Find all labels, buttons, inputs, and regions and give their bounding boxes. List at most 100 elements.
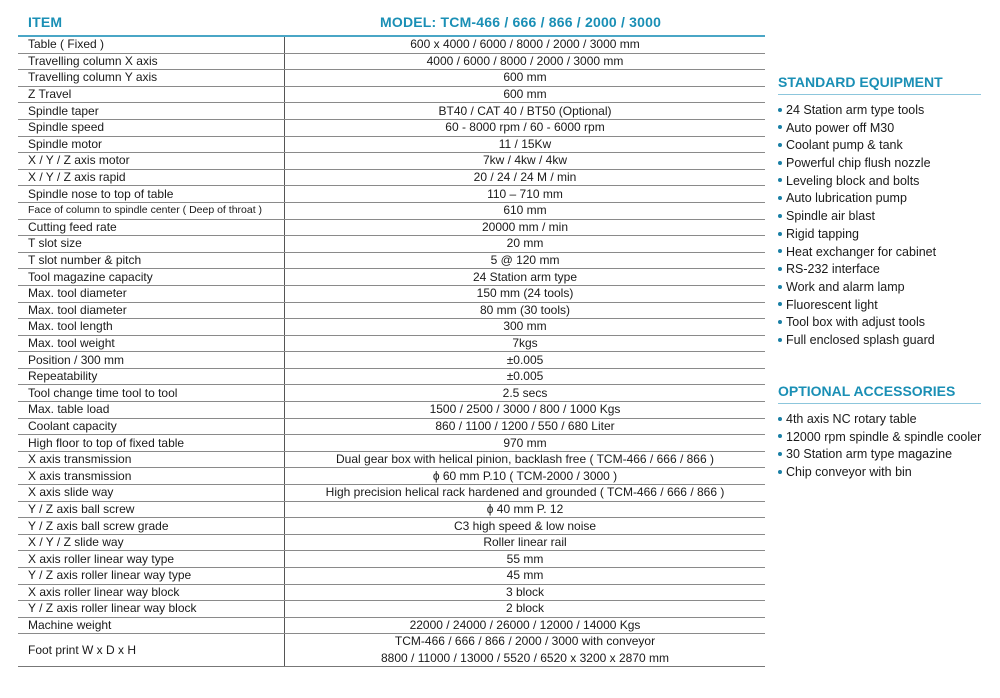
- spec-value: 45 mm: [284, 567, 765, 585]
- table-row: Repeatability ±0.005: [18, 368, 765, 386]
- bullet-icon: [778, 452, 782, 457]
- spec-value: 60 - 8000 rpm / 60 - 6000 rpm: [284, 119, 765, 137]
- spec-item: T slot number & pitch: [18, 252, 285, 270]
- spec-value: 7kgs: [284, 335, 765, 353]
- list-item: Spindle air blast: [778, 208, 981, 226]
- spec-item: X axis roller linear way block: [18, 584, 285, 602]
- list-item-label: 4th axis NC rotary table: [786, 412, 917, 426]
- spec-item: Travelling column Y axis: [18, 69, 285, 87]
- spec-item: Foot print W x D x H: [18, 633, 285, 668]
- table-row: X axis transmission Dual gear box with he…: [18, 451, 765, 469]
- spec-item: High floor to top of fixed table: [18, 434, 285, 452]
- spec-item: Y / Z axis ball screw grade: [18, 517, 285, 535]
- list-item-label: Chip conveyor with bin: [786, 465, 912, 480]
- table-row: X / Y / Z axis motor 7kw / 4kw / 4kw: [18, 152, 765, 170]
- spec-item: X axis slide way: [18, 484, 285, 502]
- table-row: Travelling column Y axis 600 mm: [18, 69, 765, 87]
- table-row: Max. table load 1500 / 2500 / 3000 / 800 …: [18, 401, 765, 419]
- spec-item: X / Y / Z axis rapid: [18, 169, 285, 187]
- spec-value: Roller linear rail: [284, 534, 765, 552]
- spec-item: X axis transmission: [18, 467, 285, 486]
- list-item: Fluorescent light: [778, 297, 981, 315]
- spec-item: Max. table load: [18, 401, 285, 419]
- bullet-icon: [778, 160, 782, 165]
- spec-value: 600 mm: [284, 69, 765, 87]
- spec-item: Tool change time tool to tool: [18, 384, 285, 403]
- optional-accessories-title: OPTIONAL ACCESSORIES: [778, 383, 981, 404]
- list-item-label: Auto power off M30: [786, 120, 895, 135]
- table-row: Max. tool diameter 80 mm (30 tools): [18, 302, 765, 320]
- bullet-icon: [778, 196, 782, 201]
- list-item-label: 12000 rpm spindle & spindle cooler: [786, 429, 982, 444]
- spec-value: BT40 / CAT 40 / BT50 (Optional): [284, 102, 765, 120]
- optional-accessories-list: 4th axis NC rotary table 12000 rpm spindl…: [778, 411, 981, 482]
- list-item: Heat exchanger for cabinet: [778, 244, 981, 262]
- spec-item: Max. tool length: [18, 318, 285, 336]
- spec-value: 2.5 secs: [284, 384, 765, 403]
- bullet-icon: [778, 434, 782, 439]
- bullet-icon: [778, 178, 782, 183]
- spec-item: X axis roller linear way type: [18, 550, 285, 568]
- list-item-label: Powerful chip flush nozzle: [786, 156, 931, 171]
- table-row: X / Y / Z slide way Roller linear rail: [18, 534, 765, 552]
- spec-item: X axis transmission: [18, 451, 285, 469]
- table-row: Machine weight 22000 / 24000 / 26000 / 12…: [18, 617, 765, 635]
- table-row: T slot size 20 mm: [18, 235, 765, 253]
- table-row: Table ( Fixed ) 600 x 4000 / 6000 / 8000 …: [18, 36, 765, 54]
- spec-value: High precision helical rack hardened and…: [284, 484, 765, 502]
- list-item: Rigid tapping: [778, 226, 981, 244]
- spec-value: C3 high speed & low noise: [284, 517, 765, 535]
- table-row: X / Y / Z axis rapid 20 / 24 / 24 M / min: [18, 169, 765, 187]
- item-column-header: ITEM: [28, 14, 63, 30]
- table-row: Coolant capacity 860 / 1100 / 1200 / 550 …: [18, 418, 765, 436]
- list-item-label: 24 Station arm type tools: [786, 103, 925, 117]
- spec-value: 22000 / 24000 / 26000 / 12000 / 14000 Kg…: [284, 617, 765, 635]
- list-item-label: Work and alarm lamp: [786, 279, 905, 294]
- table-row: Spindle taper BT40 / CAT 40 / BT50 (Optio…: [18, 102, 765, 120]
- spec-value: ±0.005: [284, 351, 765, 369]
- table-row: Max. tool length 300 mm: [18, 318, 765, 336]
- bullet-icon: [778, 319, 782, 324]
- table-row: Max. tool weight 7kgs: [18, 335, 765, 353]
- bullet-icon: [778, 143, 782, 148]
- bullet-icon: [778, 416, 782, 421]
- list-item: Powerful chip flush nozzle: [778, 155, 981, 173]
- optional-accessories-section: OPTIONAL ACCESSORIES 4th axis NC rotary …: [778, 383, 981, 482]
- spec-value: 20 / 24 / 24 M / min: [284, 169, 765, 187]
- spec-item: Table ( Fixed ): [18, 36, 285, 54]
- footprint-line-2: 8800 / 11000 / 13000 / 5520 / 6520 x 320…: [381, 651, 669, 666]
- spec-value: 20000 mm / min: [284, 219, 765, 237]
- spec-value: 11 / 15Kw: [284, 136, 765, 154]
- list-item: Chip conveyor with bin: [778, 464, 981, 482]
- spec-item: Spindle taper: [18, 102, 285, 120]
- spec-item: Cutting feed rate: [18, 219, 285, 237]
- spec-item: Travelling column X axis: [18, 53, 285, 71]
- spec-value: 5 @ 120 mm: [284, 252, 765, 270]
- table-row: X axis roller linear way block 3 block: [18, 584, 765, 602]
- spec-value: Dual gear box with helical pinion, backl…: [284, 451, 765, 469]
- list-item: Auto power off M30: [778, 120, 981, 138]
- bullet-icon: [778, 213, 782, 218]
- standard-equipment-list: 24 Station arm type tools Auto power off …: [778, 102, 981, 350]
- spec-value: 24 Station arm type: [284, 268, 765, 286]
- spec-item: Spindle speed: [18, 119, 285, 137]
- spec-value: 110 – 710 mm: [284, 185, 765, 203]
- list-item-label: Spindle air blast: [786, 209, 875, 224]
- spec-item: Y / Z axis roller linear way type: [18, 567, 285, 585]
- bullet-icon: [778, 337, 782, 342]
- spec-value: 150 mm (24 tools): [284, 285, 765, 303]
- bullet-icon: [778, 107, 782, 112]
- list-item: 24 Station arm type tools: [778, 102, 981, 120]
- spec-item: X / Y / Z slide way: [18, 534, 285, 552]
- spec-item: Z Travel: [18, 86, 285, 104]
- spec-item: Max. tool diameter: [18, 302, 285, 320]
- spec-value: 4000 / 6000 / 8000 / 2000 / 3000 mm: [284, 53, 765, 71]
- spec-item: Spindle motor: [18, 136, 285, 154]
- spec-value: 2 block: [284, 600, 765, 618]
- list-item-label: Auto lubrication pump: [786, 191, 907, 206]
- list-item: Leveling block and bolts: [778, 173, 981, 191]
- table-row: Spindle motor 11 / 15Kw: [18, 136, 765, 154]
- bullet-icon: [778, 302, 782, 307]
- spec-value: 7kw / 4kw / 4kw: [284, 152, 765, 170]
- list-item: Coolant pump & tank: [778, 137, 981, 155]
